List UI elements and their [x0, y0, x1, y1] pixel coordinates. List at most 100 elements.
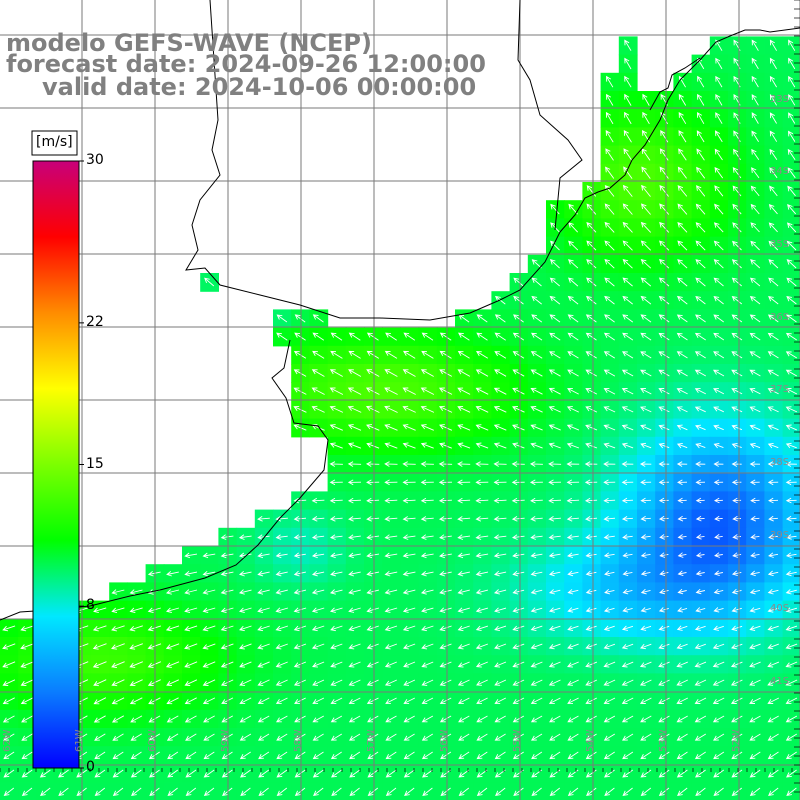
wind-arrow — [493, 589, 507, 595]
wind-arrow — [694, 643, 706, 650]
wind-arrow — [421, 643, 434, 650]
wind-arrow — [712, 715, 725, 723]
wind-arrow — [458, 715, 470, 723]
wind-arrow — [475, 405, 489, 413]
wind-arrow — [275, 534, 288, 540]
wind-arrow — [658, 351, 670, 359]
wind-arrow — [767, 406, 779, 413]
wind-arrow — [713, 259, 724, 269]
wind-arrow — [402, 625, 416, 632]
wind-arrow — [549, 259, 560, 269]
wind-arrow — [548, 387, 561, 395]
wind-arrow — [603, 424, 616, 431]
wind-arrow — [768, 240, 779, 251]
wind-arrow — [94, 733, 106, 741]
wind-arrow — [385, 769, 397, 778]
title-model: modelo GEFS-WAVE (NCEP) — [6, 29, 372, 57]
wind-arrow — [202, 697, 216, 705]
wind-arrow — [240, 787, 251, 796]
wind-arrow — [585, 588, 597, 595]
wind-arrow — [402, 552, 416, 559]
wind-arrow — [530, 607, 543, 613]
wind-arrow — [676, 388, 688, 395]
latitude-label: 37S — [770, 384, 790, 395]
wind-arrow — [785, 424, 797, 431]
wind-arrow — [494, 661, 507, 668]
wind-arrow — [640, 534, 651, 540]
wind-arrow — [257, 679, 270, 686]
wind-arrow — [531, 295, 542, 305]
wind-arrow — [694, 406, 706, 413]
wind-arrow — [313, 787, 324, 796]
wind-arrow — [640, 769, 652, 778]
wind-arrow — [714, 534, 723, 540]
wind-arrow — [402, 497, 416, 504]
wind-arrow — [330, 332, 343, 341]
wind-arrow — [184, 570, 198, 577]
wind-arrow — [93, 715, 106, 723]
wind-arrow — [566, 406, 579, 413]
wind-arrow — [257, 643, 270, 650]
wind-arrow — [420, 424, 434, 431]
wind-arrow — [622, 240, 633, 251]
wind-arrow — [130, 751, 142, 760]
wind-arrow — [512, 751, 524, 760]
wind-arrow — [785, 733, 798, 741]
wind-arrow — [676, 295, 688, 305]
wind-arrow — [731, 314, 743, 323]
colorbar-tick-label: 22 — [86, 313, 104, 330]
wind-arrow — [749, 332, 761, 341]
wind-arrow — [749, 661, 761, 668]
wind-arrow — [749, 424, 761, 431]
wind-arrow — [584, 479, 598, 486]
wind-arrow — [2, 679, 16, 686]
wind-arrow — [750, 203, 760, 215]
wind-arrow — [676, 643, 688, 650]
wind-arrow — [640, 515, 651, 522]
wind-arrow — [422, 769, 433, 778]
wind-arrow — [329, 405, 344, 413]
wind-arrow — [294, 697, 306, 705]
wind-arrow — [621, 661, 634, 668]
wind-arrow — [731, 351, 743, 359]
wind-arrow — [402, 369, 416, 377]
wind-arrow — [731, 751, 743, 760]
wind-arrow — [330, 661, 343, 668]
wind-arrow — [640, 240, 652, 251]
wind-arrow — [566, 461, 580, 467]
wind-arrow — [676, 679, 688, 686]
wind-arrow — [659, 221, 670, 233]
wind-arrow — [384, 661, 397, 668]
wind-arrow — [257, 534, 270, 540]
wind-arrow — [567, 277, 579, 287]
wind-arrow — [367, 751, 379, 760]
wind-arrow — [275, 607, 289, 613]
wind-arrow — [676, 769, 688, 778]
wind-arrow — [440, 769, 452, 778]
wind-arrow — [732, 515, 742, 522]
wind-arrow — [640, 351, 652, 359]
wind-arrow — [420, 405, 435, 413]
wind-arrow — [548, 625, 561, 631]
wind-arrow — [567, 661, 579, 668]
wind-arrow — [457, 643, 470, 650]
wind-arrow — [749, 388, 761, 395]
wind-arrow — [311, 516, 325, 522]
wind-cell — [782, 200, 800, 219]
wind-arrow — [548, 607, 561, 613]
wind-arrow — [658, 679, 670, 686]
wind-arrow — [658, 751, 670, 760]
wind-arrow — [785, 479, 797, 486]
wind-arrow — [493, 497, 507, 504]
wind-arrow — [603, 387, 616, 395]
wind-arrow — [530, 643, 543, 650]
wind-arrow — [511, 497, 525, 504]
wind-arrow — [640, 388, 652, 395]
wind-arrow — [329, 479, 343, 486]
wind-arrow — [622, 277, 633, 287]
wind-arrow — [185, 733, 197, 741]
wind-arrow — [366, 479, 380, 486]
wind-arrow — [695, 240, 706, 251]
wind-arrow — [715, 75, 723, 88]
